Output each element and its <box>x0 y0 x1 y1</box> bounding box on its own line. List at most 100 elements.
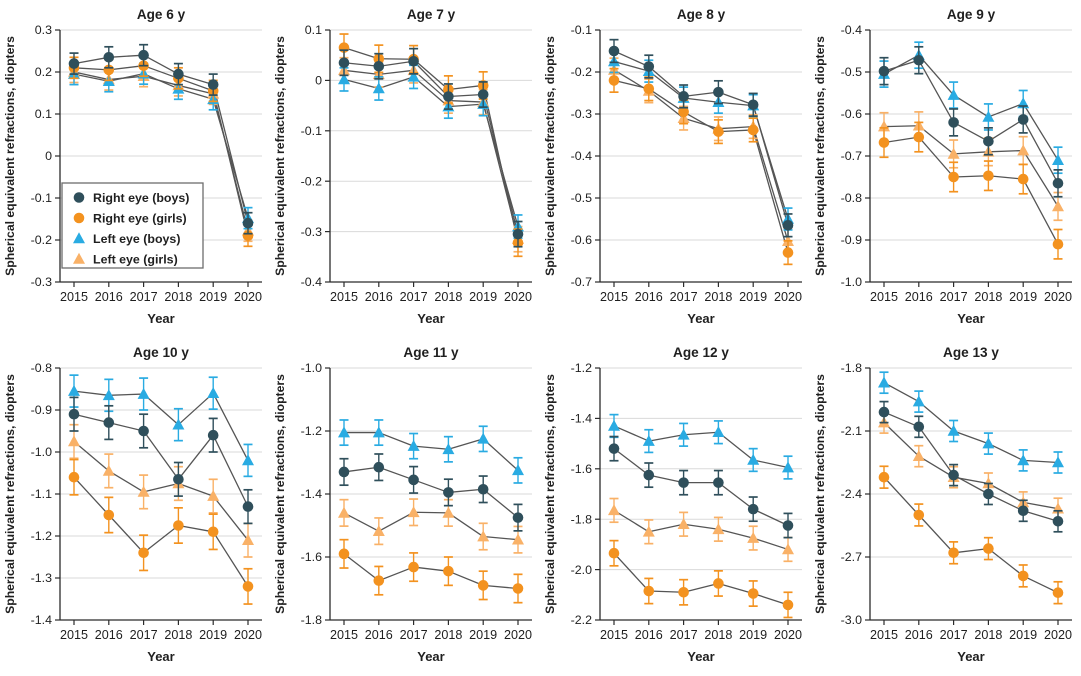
data-point-right_girls <box>373 575 385 586</box>
data-point-right_boys <box>878 65 890 77</box>
data-point-left_boys <box>608 419 620 431</box>
data-point-right_girls <box>68 471 80 483</box>
trend-line-left_boys <box>883 54 1059 161</box>
x-axis-label: Year <box>687 311 714 326</box>
data-point-left_boys <box>102 389 115 401</box>
y-tick-label: -0.2 <box>571 65 592 79</box>
y-tick-label: -0.5 <box>841 65 862 79</box>
data-point-right_girls <box>983 170 994 182</box>
y-tick-label: -2.2 <box>571 613 592 627</box>
x-tick-label: 2015 <box>870 290 898 304</box>
data-point-left_girls <box>102 464 115 476</box>
data-point-right_boys <box>913 54 925 66</box>
x-axis-label: Year <box>417 311 444 326</box>
data-point-right_girls <box>443 565 454 577</box>
y-tick-label: -2.4 <box>841 487 862 501</box>
data-point-right_girls <box>1052 587 1064 598</box>
x-tick-label: 2019 <box>739 628 767 642</box>
data-point-right_girls <box>1017 570 1029 582</box>
y-tick-label: -0.4 <box>571 149 592 163</box>
data-point-left_girls <box>338 506 350 518</box>
y-tick-label: -0.6 <box>841 107 862 121</box>
data-point-left_girls <box>442 506 455 518</box>
panel-title: Age 7 y <box>407 7 456 22</box>
data-point-right_girls <box>713 578 724 589</box>
data-point-right_boys <box>913 421 925 433</box>
x-axis-label: Year <box>957 311 984 326</box>
x-tick-label: 2019 <box>739 290 767 304</box>
x-tick-label: 2017 <box>400 628 428 642</box>
y-tick-label: -0.3 <box>571 107 592 121</box>
x-tick-label: 2015 <box>600 290 628 304</box>
data-point-left_girls <box>477 530 490 542</box>
y-tick-label: -0.4 <box>841 23 862 37</box>
data-point-right_girls <box>782 247 794 258</box>
data-point-right_boys <box>983 136 994 147</box>
trend-line-right_boys <box>613 50 789 226</box>
y-axis-label: Spherical equivalent refractions, diopte… <box>543 36 557 276</box>
panel-title: Age 9 y <box>947 7 996 22</box>
y-axis-label: Spherical equivalent refractions, diopte… <box>813 36 827 276</box>
trend-line-right_boys <box>73 413 249 507</box>
trend-line-left_girls <box>73 441 249 541</box>
data-point-right_boys <box>747 503 759 515</box>
data-point-left_girls <box>1052 200 1064 212</box>
data-point-left_girls <box>68 435 80 447</box>
trend-line-right_girls <box>73 65 249 236</box>
data-point-right_boys <box>138 425 149 437</box>
data-point-right_girls <box>207 526 219 538</box>
y-tick-label: -1.4 <box>571 412 592 426</box>
data-point-left_boys <box>407 70 420 82</box>
y-tick-label: -0.4 <box>301 275 322 289</box>
data-point-left_boys <box>912 395 925 407</box>
data-point-right_boys <box>878 406 890 418</box>
y-tick-label: 0.2 <box>35 65 52 79</box>
panel-title: Age 13 y <box>943 345 999 360</box>
y-tick-label: -0.7 <box>571 275 592 289</box>
trend-line-right_boys <box>883 59 1059 184</box>
data-point-right_girls <box>173 520 184 531</box>
x-tick-label: 2020 <box>234 628 262 642</box>
data-point-left_girls <box>642 525 655 537</box>
y-tick-label: -1.3 <box>31 571 52 585</box>
panel-title: Age 11 y <box>403 345 459 360</box>
chart-age-13-y: -1.8 -2.1 -2.4 -2.7 -3.0 2015 2016 2017 2018 2019… <box>813 345 1072 664</box>
data-point-right_boys <box>373 461 385 473</box>
data-point-left_boys <box>982 110 995 122</box>
y-tick-label: -2.0 <box>571 563 592 577</box>
data-point-right_girls <box>878 137 890 148</box>
panel-title: Age 10 y <box>133 345 189 360</box>
data-point-right_girls <box>678 586 689 598</box>
data-point-right_boys <box>983 488 994 500</box>
data-point-right_boys <box>782 220 794 231</box>
y-tick-label: -1.0 <box>31 445 52 459</box>
data-point-right_girls <box>913 509 925 521</box>
legend-marker-left_boys <box>73 232 85 244</box>
x-tick-label: 2017 <box>130 628 158 642</box>
data-point-right_girls <box>948 171 959 183</box>
data-point-left_girls <box>912 450 925 461</box>
legend-label-left_boys: Left eye (boys) <box>93 232 180 246</box>
x-tick-label: 2019 <box>469 628 497 642</box>
data-point-right_boys <box>608 45 620 57</box>
panel-age-11-y: -1.0 -1.2 -1.4 -1.6 -1.8 2015 2016 2017 2018 2019… <box>270 338 540 676</box>
data-point-right_girls <box>138 547 149 559</box>
y-tick-label: -1.1 <box>31 487 52 501</box>
x-tick-label: 2020 <box>1044 628 1072 642</box>
data-point-right_girls <box>103 509 115 521</box>
data-point-left_boys <box>677 428 690 440</box>
trend-line-left_boys <box>344 431 519 471</box>
data-point-left_girls <box>947 147 960 159</box>
data-point-right_girls <box>983 543 994 554</box>
y-tick-label: -0.8 <box>31 361 52 375</box>
data-point-left_girls <box>608 504 620 516</box>
data-point-right_boys <box>408 55 419 67</box>
legend-label-left_girls: Left eye (girls) <box>93 252 178 266</box>
trend-line-left_boys <box>73 73 249 219</box>
data-point-left_boys <box>372 82 385 94</box>
x-tick-label: 2018 <box>434 290 462 304</box>
chart-age-10-y: -0.8 -0.9 -1.0 -1.1 -1.2 -1.3 -1.4 2015 2016 2017… <box>3 345 262 664</box>
trend-line-right_boys <box>613 448 789 527</box>
